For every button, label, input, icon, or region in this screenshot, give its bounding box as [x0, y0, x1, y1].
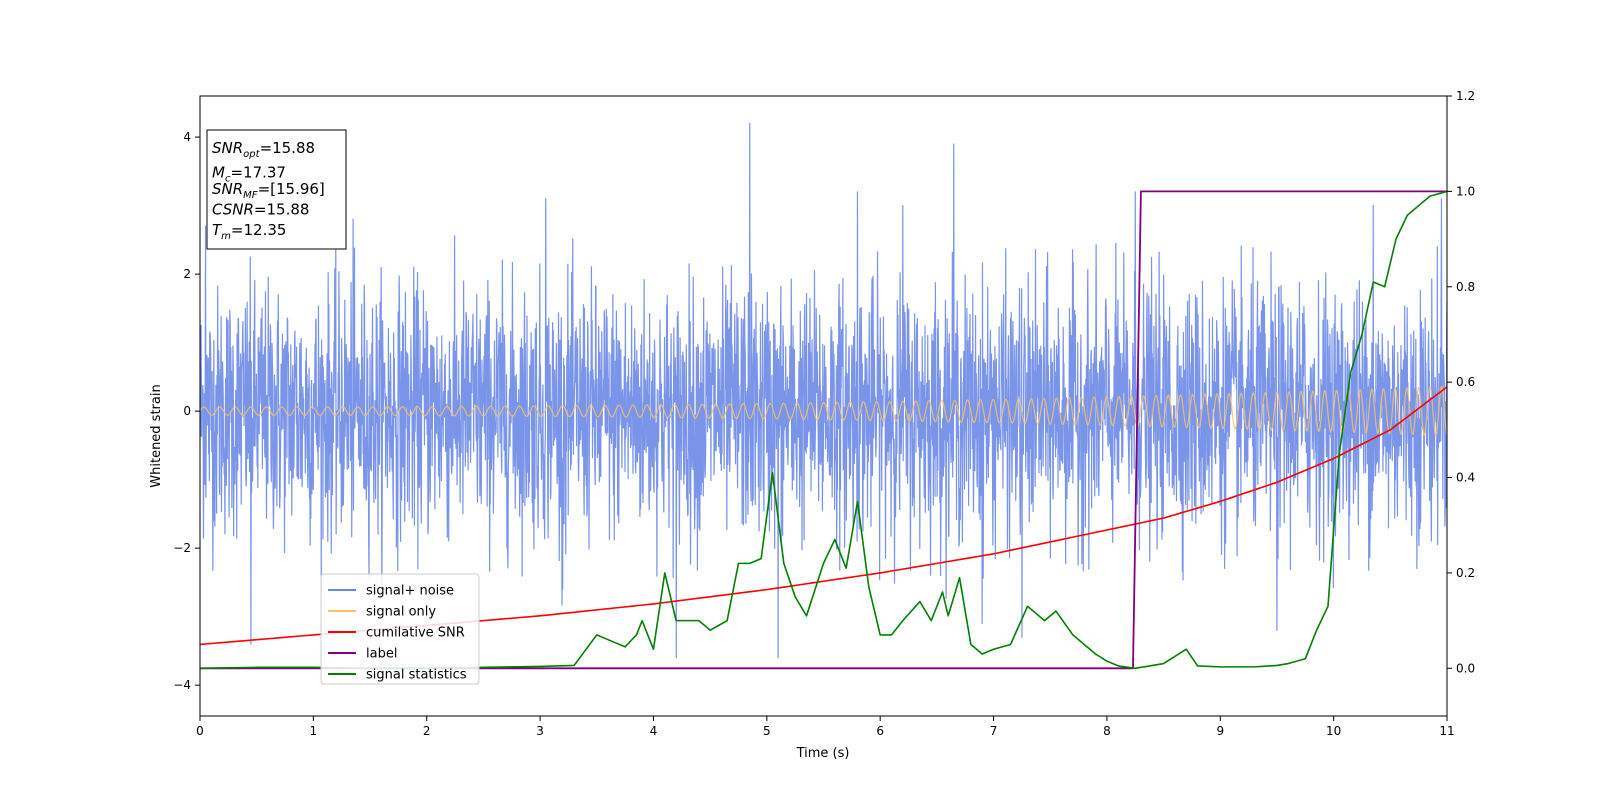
x-tick-label: 0	[196, 724, 204, 738]
y-right-tick-label: 0.6	[1456, 375, 1475, 389]
y-right-tick-label: 0.4	[1456, 471, 1475, 485]
plot-frame	[199, 95, 1448, 717]
x-axis-label: Time (s)	[796, 746, 850, 761]
annotation-line: Tm=12.35	[212, 221, 286, 242]
x-tick-label: 11	[1439, 724, 1454, 738]
x-tick-label: 10	[1326, 724, 1341, 738]
y-right-tick-label: 0.0	[1456, 661, 1475, 675]
legend-label: signal+ noise	[366, 584, 454, 599]
legend: signal+ noise signal only cumilative SNR la…	[320, 573, 480, 685]
x-tick-label: 8	[1103, 724, 1111, 738]
y-axis-left: −4 −2 0 2 4	[173, 130, 200, 692]
legend-frame	[320, 573, 480, 685]
x-tick-label: 7	[990, 724, 998, 738]
series-line-signal-statistics	[200, 190, 1447, 670]
y-right-tick-label: 0.8	[1456, 280, 1475, 294]
y-axis-label: Whitened strain	[149, 384, 164, 487]
x-axis: 0 1 2 3 4 5 6 7 8 9 10 11	[196, 716, 1455, 738]
legend-label: signal statistics	[366, 668, 467, 683]
x-tick-label: 3	[536, 724, 544, 738]
annotation-line: Mc=17.37	[212, 164, 286, 185]
x-tick-label: 5	[763, 724, 771, 738]
annotation-line: SNRMF=[15.96]	[212, 180, 325, 201]
x-tick-label: 4	[650, 724, 658, 738]
x-tick-label: 9	[1216, 724, 1224, 738]
y-left-tick-label: −2	[173, 541, 191, 555]
annotation-frame	[206, 129, 347, 250]
legend-label: cumilative SNR	[366, 626, 465, 641]
legend-label: label	[366, 647, 397, 662]
x-tick-label: 6	[876, 724, 884, 738]
x-tick-label: 1	[310, 724, 318, 738]
x-tick-label: 2	[423, 724, 431, 738]
y-left-tick-label: 4	[183, 130, 191, 144]
y-right-tick-label: 1.2	[1456, 89, 1475, 103]
y-right-tick-label: 0.2	[1456, 566, 1475, 580]
series-line-signal-noise	[200, 122, 1447, 659]
series-line-signal-only	[200, 386, 1447, 437]
y-left-tick-label: −4	[173, 678, 191, 692]
annotation-line: CSNR=15.88	[212, 201, 309, 219]
y-left-tick-label: 2	[183, 267, 191, 281]
y-left-tick-label: 0	[183, 404, 191, 418]
y-axis-right: 0.0 0.2 0.4 0.6 0.8 1.0 1.2	[1447, 89, 1475, 675]
legend-label: signal only	[366, 605, 436, 620]
series-line-label	[200, 190, 1447, 670]
annotation-box: SNRopt=15.88 Mc=17.37SNRMF=[15.96]CSNR=15…	[206, 129, 347, 250]
annotation-line: SNRopt=15.88	[212, 139, 315, 160]
y-right-tick-label: 1.0	[1456, 184, 1475, 198]
